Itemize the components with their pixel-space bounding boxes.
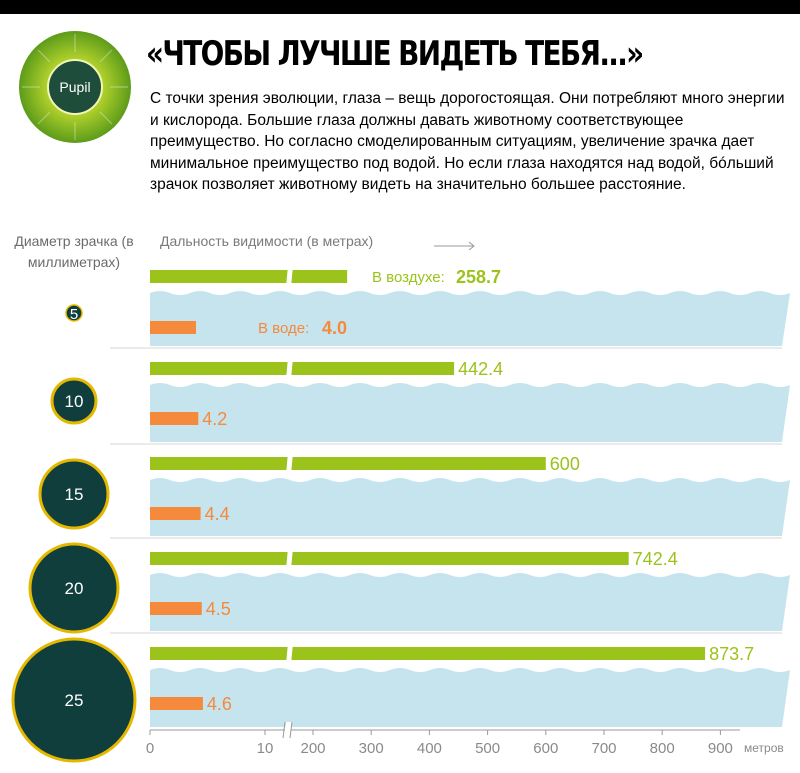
water-bar-10 bbox=[150, 412, 199, 425]
pupil-label-10: 10 bbox=[65, 392, 84, 411]
x-tick-label-10: 10 bbox=[257, 740, 274, 757]
x-tick-label-600: 600 bbox=[533, 740, 558, 757]
logo-text: Pupil bbox=[59, 79, 90, 95]
pupil-circle-20 bbox=[28, 542, 120, 634]
pupil-circle-5 bbox=[65, 304, 83, 322]
air-value-label-10: 442.4 bbox=[458, 359, 503, 379]
x-tick-label-700: 700 bbox=[591, 740, 616, 757]
air-value-label-15: 600 bbox=[550, 454, 580, 474]
page-title: «ЧТОБЫ ЛУЧШЕ ВИДЕТЬ ТЕБЯ...» bbox=[146, 34, 644, 74]
pupil-label-20: 20 bbox=[65, 579, 84, 598]
water-value-label-20: 4.5 bbox=[206, 599, 231, 619]
pupil-circle-10 bbox=[50, 377, 98, 425]
water-value-label-5: 4.0 bbox=[322, 318, 347, 338]
pupil-circle-15 bbox=[38, 458, 110, 530]
air-bar-10 bbox=[150, 362, 455, 375]
x-tick-label-500: 500 bbox=[475, 740, 500, 757]
top-bar bbox=[0, 0, 800, 14]
water-band-25 bbox=[150, 668, 790, 727]
x-axis-break-mark-left bbox=[282, 721, 286, 739]
x-axis-break-mark-right bbox=[289, 721, 293, 739]
pupil-logo: Pupil bbox=[19, 31, 131, 143]
water-band-5 bbox=[150, 291, 790, 346]
water-bar-15 bbox=[150, 507, 201, 520]
pupil-label-5: 5 bbox=[70, 306, 78, 323]
x-unit-label: метров bbox=[744, 741, 784, 755]
water-value-label-25: 4.6 bbox=[207, 694, 232, 714]
intro-text: С точки зрения эволюции, глаза – вещь до… bbox=[150, 90, 785, 193]
x-tick-label-900: 900 bbox=[708, 740, 733, 757]
air-bar-break-15 bbox=[286, 453, 293, 474]
air-bar-break-10 bbox=[286, 358, 293, 379]
air-series-label: В воздухе: bbox=[372, 269, 445, 286]
air-bar-5 bbox=[150, 270, 348, 283]
air-value-label-25: 873.7 bbox=[709, 644, 754, 664]
air-bar-break-20 bbox=[286, 548, 293, 569]
air-value-label-5: 258.7 bbox=[456, 267, 501, 287]
logo-pupil bbox=[47, 59, 103, 115]
x-axis-arrow-icon bbox=[434, 241, 475, 251]
x-tick-label-0: 0 bbox=[146, 740, 154, 757]
water-band-20 bbox=[150, 573, 790, 631]
air-bar-25 bbox=[150, 647, 706, 660]
air-bar-break-25 bbox=[286, 643, 293, 664]
water-series-label: В воде: bbox=[258, 320, 309, 337]
pupil-label-25: 25 bbox=[65, 691, 84, 710]
pupil-label-15: 15 bbox=[65, 485, 84, 504]
x-tick-label-300: 300 bbox=[359, 740, 384, 757]
water-bar-5 bbox=[150, 321, 196, 334]
water-band-15 bbox=[150, 478, 790, 536]
water-value-label-15: 4.4 bbox=[205, 504, 230, 524]
air-bar-15 bbox=[150, 457, 546, 470]
air-bar-break-5 bbox=[286, 266, 293, 287]
x-tick-label-200: 200 bbox=[300, 740, 325, 757]
x-tick-label-400: 400 bbox=[417, 740, 442, 757]
air-bar-20 bbox=[150, 552, 629, 565]
pupil-circle-25 bbox=[11, 637, 137, 763]
x-tick-label-800: 800 bbox=[650, 740, 675, 757]
x-axis-label: Дальность видимости (в метрах) bbox=[160, 233, 374, 249]
air-value-label-20: 742.4 bbox=[633, 549, 678, 569]
water-value-label-10: 4.2 bbox=[202, 409, 227, 429]
water-bar-20 bbox=[150, 602, 202, 615]
water-band-10 bbox=[150, 383, 790, 442]
y-axis-label: Диаметр зрачка (в миллиметрах) bbox=[14, 233, 134, 270]
water-bar-25 bbox=[150, 697, 203, 710]
